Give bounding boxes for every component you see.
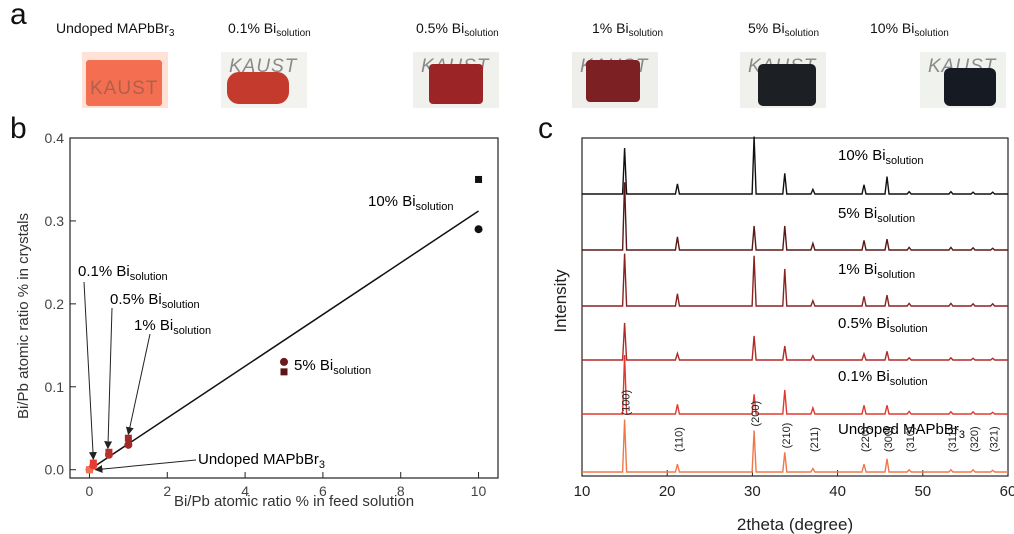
peak-label: (320) bbox=[969, 426, 981, 452]
peak-label: (220) bbox=[860, 426, 872, 452]
x-tick-label: 2 bbox=[163, 483, 171, 499]
crystal-photo: KAUST bbox=[572, 52, 658, 108]
kaust-watermark: KAUST bbox=[90, 78, 159, 99]
annotation-0p1pct: 0.1% Bisolution bbox=[78, 263, 168, 283]
crystal bbox=[227, 72, 289, 104]
x-tick-label: 10 bbox=[574, 483, 591, 500]
trace-label: 10% Bisolution bbox=[838, 147, 923, 167]
panel-a-letter: a bbox=[10, 0, 27, 31]
y-tick-label: 0.3 bbox=[45, 213, 65, 229]
y-axis-label: Intensity bbox=[551, 269, 570, 333]
trace-label: 5% Bisolution bbox=[838, 205, 915, 225]
peak-label: (100) bbox=[621, 390, 633, 416]
circle-point bbox=[104, 450, 113, 459]
annotation-1pct: 1% Bisolution bbox=[134, 317, 211, 337]
x-tick-label: 20 bbox=[659, 483, 676, 500]
x-tick-label: 60 bbox=[1000, 483, 1014, 500]
panel-b-letter: b bbox=[10, 112, 27, 145]
fit-line bbox=[89, 210, 479, 471]
crystal bbox=[429, 64, 483, 104]
trace-label: Undoped MAPbBr3 bbox=[838, 421, 965, 441]
x-axis-label: Bi/Pb atomic ratio % in feed solution bbox=[174, 493, 414, 510]
peak-label: (311) bbox=[947, 427, 959, 452]
peak-label: (210) bbox=[781, 423, 793, 449]
y-tick-label: 0.0 bbox=[45, 462, 65, 478]
crystal bbox=[86, 60, 162, 106]
annotation-undoped: Undoped MAPbBr3 bbox=[198, 451, 325, 471]
crystal-photo: KAUST bbox=[920, 52, 1006, 108]
circle-point bbox=[280, 357, 288, 366]
x-tick-label: 8 bbox=[397, 483, 405, 499]
peak-label: (310) bbox=[905, 426, 917, 452]
sample-label: 10% Bisolution bbox=[870, 20, 949, 39]
xrd-trace bbox=[582, 354, 1008, 415]
peak-label: (300) bbox=[883, 426, 895, 452]
x-axis-label: 2theta (degree) bbox=[737, 515, 853, 534]
annotation-arrow bbox=[83, 281, 97, 461]
x-tick-label: 50 bbox=[914, 483, 931, 500]
sample-label: 5% Bisolution bbox=[748, 20, 820, 39]
x-tick-label: 6 bbox=[319, 483, 327, 499]
square-point bbox=[475, 175, 483, 183]
x-tick-label: 0 bbox=[86, 483, 94, 499]
x-tick-label: 30 bbox=[744, 483, 761, 500]
crystal-photo: KAUST bbox=[221, 52, 307, 108]
annotation-arrow bbox=[94, 459, 197, 474]
crystal bbox=[586, 60, 640, 102]
y-axis-label: Bi/Pb atomic ratio % in crystals bbox=[15, 213, 32, 419]
annotation-10pct: 10% Bisolution bbox=[368, 193, 453, 213]
xrd-trace bbox=[582, 322, 1008, 361]
kaust-watermark: KAUST bbox=[229, 56, 298, 77]
crystal bbox=[944, 68, 996, 106]
square-point bbox=[124, 434, 132, 442]
crystal-photo: KAUST bbox=[740, 52, 826, 108]
sample-label: Undoped MAPbBr3 bbox=[56, 20, 175, 39]
sample-label: 0.1% Bisolution bbox=[228, 20, 311, 39]
x-tick-label: 4 bbox=[241, 483, 249, 499]
annotation-0p5pct: 0.5% Bisolution bbox=[110, 291, 200, 311]
plot-frame bbox=[581, 137, 1009, 477]
xrd-trace bbox=[582, 182, 1008, 251]
trace-label: 0.1% Bisolution bbox=[838, 368, 928, 388]
trace-label: 1% Bisolution bbox=[838, 261, 915, 281]
y-tick-label: 0.1 bbox=[45, 379, 65, 395]
x-tick-label: 10 bbox=[471, 483, 487, 499]
xrd-trace bbox=[582, 419, 1008, 473]
x-tick-label: 40 bbox=[829, 483, 846, 500]
circle-point bbox=[474, 225, 483, 234]
circle-point bbox=[124, 440, 133, 449]
crystal-photo: KAUST bbox=[82, 52, 168, 108]
sample-label: 1% Bisolution bbox=[592, 20, 664, 39]
plot-frame bbox=[69, 137, 499, 479]
peak-label: (321) bbox=[989, 426, 1001, 452]
y-tick-label: 0.4 bbox=[45, 130, 65, 146]
sample-label: 0.5% Bisolution bbox=[416, 20, 499, 39]
peak-label: (110) bbox=[673, 427, 685, 452]
crystal-photo: KAUST bbox=[413, 52, 499, 108]
y-tick-label: 0.2 bbox=[45, 296, 65, 312]
trace-label: 0.5% Bisolution bbox=[838, 315, 928, 335]
annotation-arrow bbox=[125, 333, 151, 436]
crystal bbox=[758, 64, 816, 106]
square-point bbox=[280, 368, 288, 376]
peak-label: (200) bbox=[750, 401, 762, 427]
annotation-5pct: 5% Bisolution bbox=[294, 357, 371, 377]
peak-label: (211) bbox=[809, 427, 821, 452]
xrd-trace bbox=[582, 136, 1008, 195]
xrd-trace bbox=[582, 253, 1008, 307]
annotation-arrow bbox=[104, 307, 113, 450]
panel-c-letter: c bbox=[538, 112, 553, 145]
